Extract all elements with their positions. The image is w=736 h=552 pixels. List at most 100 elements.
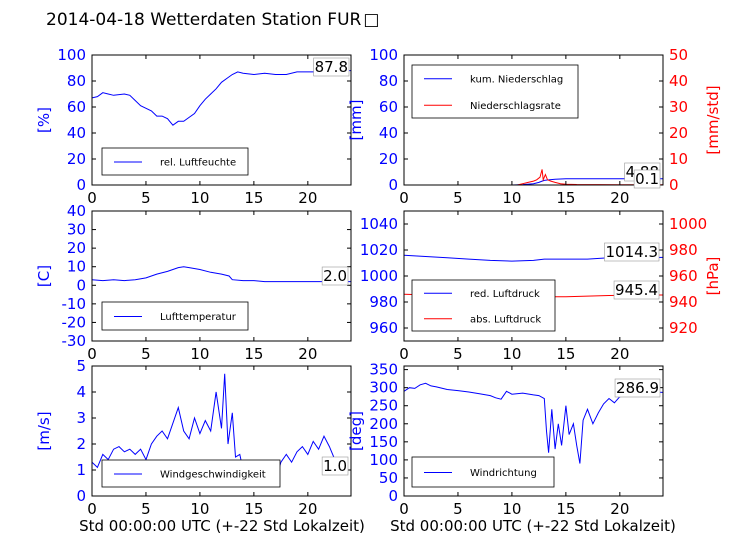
legend: rel. Luftfeuchte: [101, 147, 249, 176]
x-tick-label: 15: [556, 345, 575, 363]
legend: red. Luftdruck abs. Luftdruck: [411, 279, 556, 332]
y-tick-label: 10: [67, 258, 86, 276]
x-tick-label: 0: [399, 345, 409, 363]
y-tick-label: 1000: [360, 267, 398, 285]
y-tick-label: 250: [369, 397, 398, 415]
y-tick-right-label: 30: [669, 98, 688, 116]
x-tick-label: 20: [610, 189, 629, 207]
y-axis-label: [%]: [35, 107, 53, 133]
y-tick-label: 40: [67, 202, 86, 220]
legend-box: [411, 64, 579, 119]
legend-label: red. Luftdruck: [470, 289, 540, 300]
y-tick-label: 350: [369, 361, 398, 379]
y-tick-right-label: 1000: [669, 215, 707, 233]
legend-label: rel. Luftfeuchte: [160, 158, 236, 169]
y-tick-label: 40: [379, 124, 398, 142]
y-tick-label: 60: [379, 98, 398, 116]
x-tick-label: 10: [502, 500, 521, 518]
axes-frame: [403, 365, 664, 497]
axes-frame: [403, 54, 664, 186]
legend: Lufttemperatur: [101, 301, 249, 331]
last-value-label: 945.4: [615, 281, 658, 299]
y-tick-right-label: 980: [669, 241, 698, 259]
y-tick-label: 20: [67, 239, 86, 257]
series-line-0: [404, 382, 663, 464]
y-tick-label: 2: [76, 435, 86, 453]
y-tick-label: 3: [76, 409, 86, 427]
last-value-box: [614, 378, 661, 398]
y-tick-label: 100: [369, 46, 398, 64]
series-line-0: [92, 266, 351, 283]
y-axis-label: [C]: [35, 265, 53, 287]
x-tick-label: 5: [141, 500, 151, 518]
last-value-box: [321, 456, 349, 476]
axes-frame: [91, 365, 352, 497]
y-tick-label: 0: [388, 176, 398, 194]
x-tick-label: 10: [502, 345, 521, 363]
x-axis-label-right: Std 00:00:00 UTC (+-22 Std Lokalzeit): [390, 517, 676, 535]
y-tick-label: 300: [369, 379, 398, 397]
y-tick-label: -10: [62, 295, 87, 313]
x-tick-label: 20: [298, 345, 317, 363]
x-tick-label: 10: [190, 189, 209, 207]
y-tick-label: 960: [369, 319, 398, 337]
panel-humidity: 0 5 10 15 20 0 20 40 60 80 100 [%] rel. Luftfeuchte 8…: [35, 46, 352, 207]
last-value-label: 1014.3: [606, 243, 659, 261]
x-tick-label: 15: [244, 345, 263, 363]
last-value-label: 0.1: [635, 170, 659, 188]
legend-box: [411, 279, 556, 332]
series-line-0: [92, 373, 351, 484]
x-tick-label: 10: [190, 345, 209, 363]
last-value-box: [321, 266, 349, 286]
y-tick-label: 1040: [360, 215, 398, 233]
panel-temperature: 0 5 10 15 20-30-20-10010203040[C]Lufttempera…: [35, 202, 352, 363]
legend-label: Windrichtung: [470, 468, 537, 479]
axes-frame: [91, 54, 352, 186]
legend-label: Windgeschwindigkeit: [160, 470, 266, 481]
legend: kum. Niederschlag Niederschlagsrate: [411, 64, 579, 119]
last-value-label: 87.8: [315, 58, 348, 76]
y-tick-label: 980: [369, 293, 398, 311]
x-axis-label-left: Std 00:00:00 UTC (+-22 Std Lokalzeit): [79, 517, 365, 535]
x-tick-label: 20: [298, 189, 317, 207]
y-tick-label: 20: [379, 150, 398, 168]
x-tick-label: 20: [610, 500, 629, 518]
x-tick-label: 0: [399, 189, 409, 207]
y-tick-label: 0: [388, 487, 398, 505]
x-tick-label: 10: [502, 189, 521, 207]
x-tick-label: 5: [453, 189, 463, 207]
y-tick-label: 100: [369, 451, 398, 469]
x-tick-label: 15: [244, 500, 263, 518]
y-tick-label: 0: [76, 276, 86, 294]
y-axis-label-right: [mm/std]: [704, 85, 722, 154]
x-tick-label: 15: [244, 189, 263, 207]
x-tick-label: 15: [556, 500, 575, 518]
last-value-label: 1.0: [323, 457, 347, 475]
y-tick-label: 60: [67, 98, 86, 116]
y-tick-label: 150: [369, 433, 398, 451]
last-value-box: [613, 280, 660, 300]
y-tick-right-label: 960: [669, 267, 698, 285]
series-line-0: [92, 70, 351, 126]
y-tick-label: 80: [67, 72, 86, 90]
y-tick-label: 5: [76, 357, 86, 375]
x-tick-label: 5: [141, 189, 151, 207]
figure-title: 2014-04-18 Wetterdaten Station FUR □: [46, 10, 379, 30]
panel-wind-direction: 0 5 10 15 20050100150200250300350[deg]Windri…: [347, 361, 664, 518]
y-tick-label: 50: [379, 469, 398, 487]
legend: Windrichtung: [411, 456, 555, 488]
y-axis-label: [m/s]: [35, 411, 53, 450]
legend-label: Niederschlagsrate: [470, 101, 561, 112]
y-tick-right-label: 40: [669, 72, 688, 90]
x-tick-label: 5: [453, 345, 463, 363]
x-tick-label: 10: [190, 500, 209, 518]
y-tick-label: 30: [67, 221, 86, 239]
y-tick-right-label: 50: [669, 46, 688, 64]
y-tick-right-label: 920: [669, 319, 698, 337]
y-tick-label: 4: [76, 383, 86, 401]
x-tick-label: 15: [556, 189, 575, 207]
y-tick-label: -20: [62, 313, 87, 331]
x-tick-label: 20: [610, 345, 629, 363]
